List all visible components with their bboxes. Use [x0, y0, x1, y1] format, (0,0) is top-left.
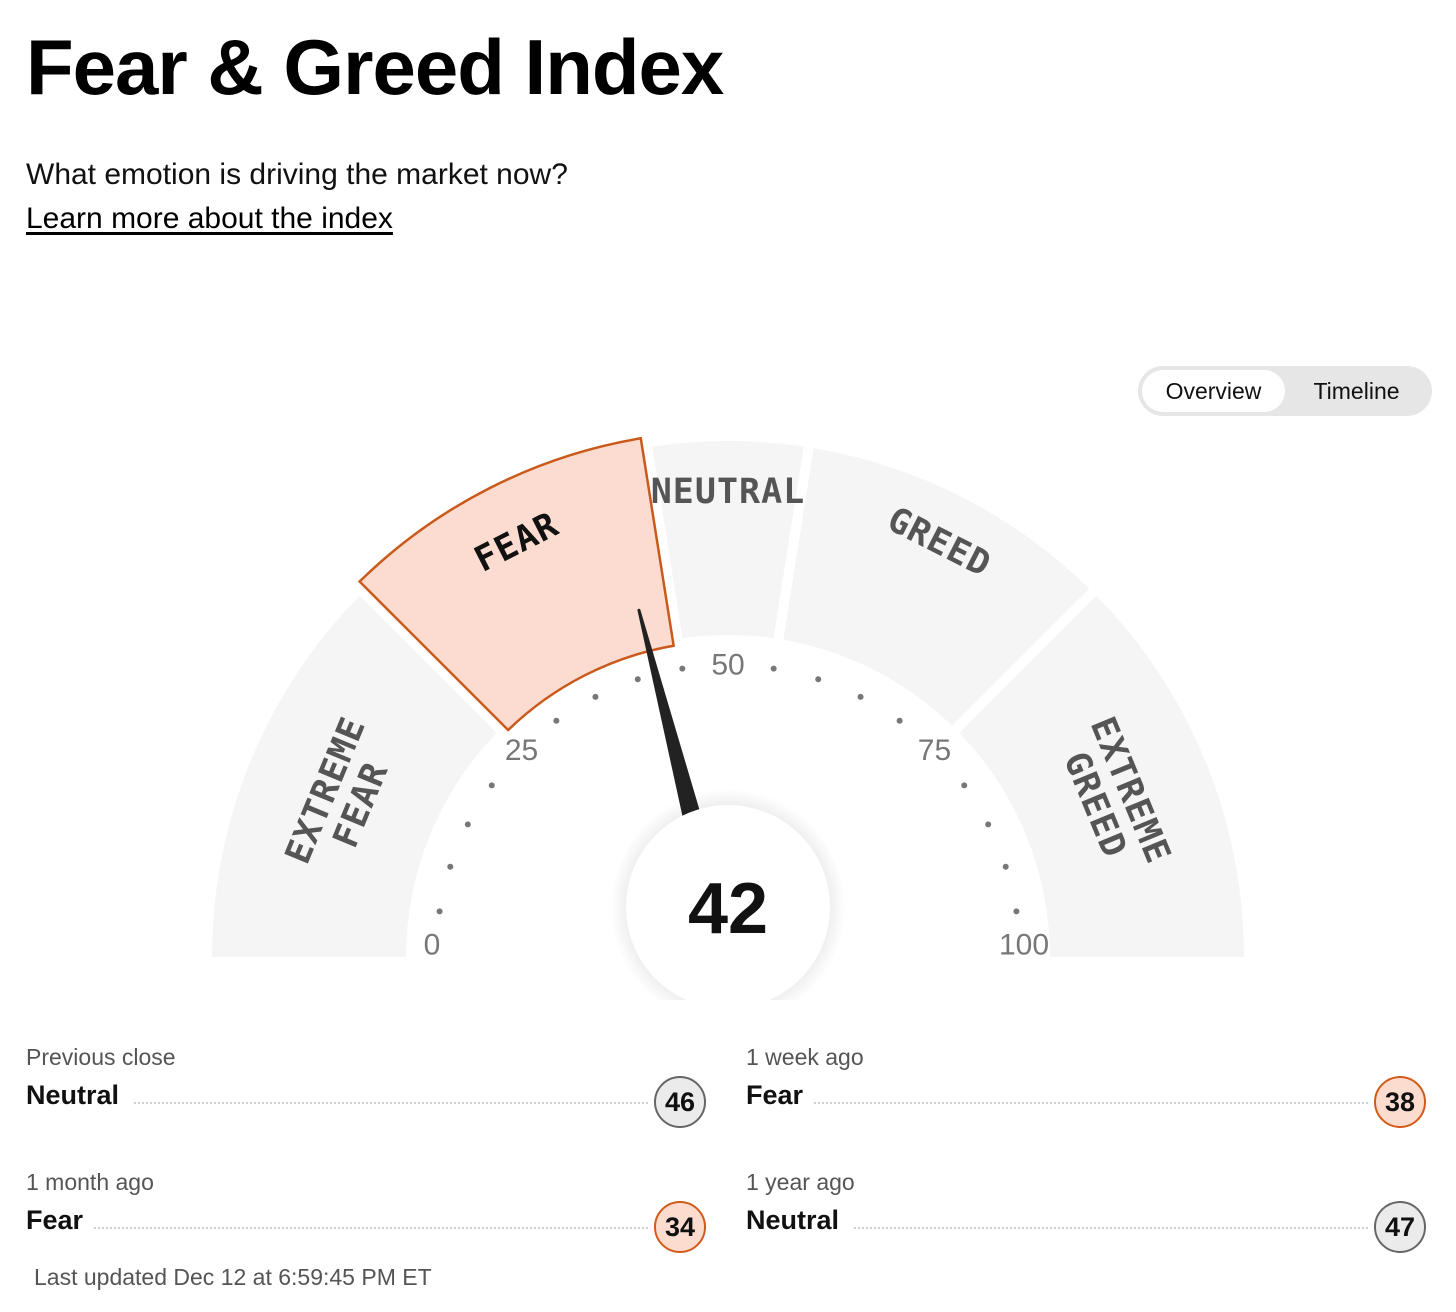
history-period: 1 week ago: [746, 1044, 864, 1070]
gauge-segment-extreme-fear: [212, 595, 497, 957]
gauge-tick-dot: [553, 717, 560, 724]
history-leader-line: [814, 1102, 1368, 1104]
history-1-week-ago: 1 week ago Fear 38: [746, 1044, 1426, 1144]
gauge-hub: [626, 805, 830, 1000]
page-subtitle: What emotion is driving the market now?: [26, 158, 568, 191]
gauge-tick-dot: [592, 693, 599, 700]
gauge-tick-label: 50: [711, 649, 744, 682]
gauge-tick-dot: [447, 863, 454, 870]
history-rating: Fear: [746, 1080, 804, 1110]
gauge-tick-label: 25: [505, 734, 538, 767]
gauge-segment-greed: [783, 448, 1090, 726]
history-value-badge: 38: [1374, 1076, 1426, 1128]
tab-overview[interactable]: Overview: [1142, 370, 1285, 412]
gauge-tick-dot: [985, 821, 992, 828]
history-period: Previous close: [26, 1044, 176, 1070]
gauge-tick-dot: [896, 717, 903, 724]
gauge-tick-dot: [961, 782, 968, 789]
gauge-tick-dot: [464, 821, 471, 828]
gauge-tick-label: 0: [424, 929, 441, 962]
gauge-tick-dot: [1002, 863, 1009, 870]
gauge-segment-extreme-greed: [959, 595, 1244, 957]
history-leader-line: [134, 1102, 648, 1104]
gauge-segment-neutral: [652, 441, 804, 639]
gauge-tick-dot: [815, 676, 822, 683]
history-rating: Neutral: [746, 1205, 840, 1235]
gauge-tick-dot: [679, 665, 686, 672]
history-period: 1 month ago: [26, 1169, 154, 1195]
history-rating: Neutral: [26, 1080, 120, 1110]
history-period: 1 year ago: [746, 1169, 855, 1195]
history-value-badge: 47: [1374, 1201, 1426, 1253]
gauge-tick-label: 75: [918, 734, 951, 767]
page-title: Fear & Greed Index: [26, 23, 724, 111]
gauge-tick-label: 100: [999, 929, 1049, 962]
gauge-label-neutral: NEUTRAL: [651, 472, 806, 512]
gauge-tick-dot: [857, 693, 864, 700]
gauge-tick-dot: [634, 676, 641, 683]
history-leader-line: [854, 1227, 1368, 1229]
history-rating: Fear: [26, 1205, 84, 1235]
history-1-year-ago: 1 year ago Neutral 47: [746, 1169, 1426, 1269]
fear-greed-gauge: EXTREMEFEARFEARNEUTRALGREEDEXTREMEGREED …: [212, 436, 1244, 1000]
tab-timeline[interactable]: Timeline: [1313, 377, 1400, 404]
last-updated-timestamp: Last updated Dec 12 at 6:59:45 PM ET: [34, 1264, 432, 1290]
history-leader-line: [94, 1227, 648, 1229]
gauge-tick-dot: [436, 908, 443, 915]
view-toggle: Overview Timeline: [1138, 366, 1432, 416]
gauge-tick-dot: [488, 782, 495, 789]
history-previous-close: Previous close Neutral 46: [26, 1044, 706, 1144]
gauge-tick-dot: [770, 665, 777, 672]
learn-more-link[interactable]: Learn more about the index: [26, 202, 393, 235]
gauge-score: 42: [688, 869, 768, 949]
gauge-segment-fear: [357, 436, 676, 732]
history-value-badge: 34: [654, 1201, 706, 1253]
history-1-month-ago: 1 month ago Fear 34: [26, 1169, 706, 1269]
history-value-badge: 46: [654, 1076, 706, 1128]
gauge-tick-dot: [1013, 908, 1020, 915]
